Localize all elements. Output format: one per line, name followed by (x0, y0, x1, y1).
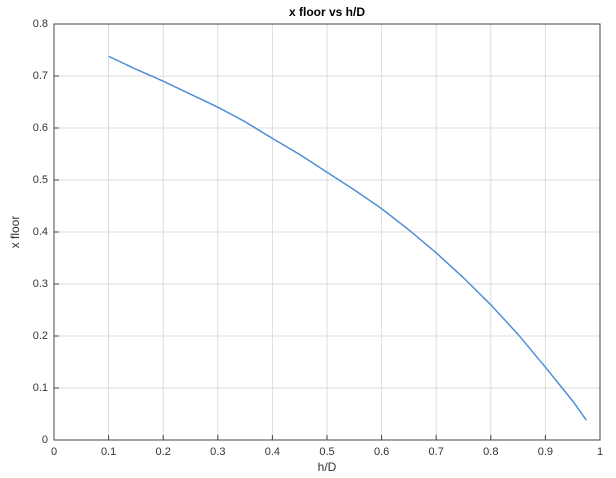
x-tick-label: 0.7 (429, 446, 444, 458)
x-tick-label: 0 (51, 446, 57, 458)
x-tick-label: 0.8 (483, 446, 498, 458)
chart-title: x floor vs h/D (289, 5, 365, 19)
x-tick-label: 1 (597, 446, 603, 458)
x-tick-label: 0.1 (101, 446, 116, 458)
y-tick-label: 0.3 (33, 278, 48, 290)
y-tick-label: 0.1 (33, 382, 48, 394)
y-tick-label: 0.4 (33, 226, 48, 238)
y-tick-label: 0.8 (33, 18, 48, 30)
x-tick-label: 0.4 (265, 446, 280, 458)
data-line (108, 55, 587, 421)
y-tick-label: 0.7 (33, 70, 48, 82)
y-tick-label: 0.5 (33, 174, 48, 186)
x-tick-label: 0.9 (538, 446, 553, 458)
x-tick-label: 0.3 (210, 446, 225, 458)
x-axis-label: h/D (318, 460, 337, 474)
x-tick-label: 0.5 (319, 446, 334, 458)
y-tick-label: 0 (42, 434, 48, 446)
plot-frame (53, 23, 601, 441)
y-tick-label: 0.2 (33, 330, 48, 342)
x-tick-label: 0.2 (156, 446, 171, 458)
y-axis-label: x floor (8, 216, 22, 249)
x-tick-label: 0.6 (374, 446, 389, 458)
y-tick-label: 0.6 (33, 122, 48, 134)
